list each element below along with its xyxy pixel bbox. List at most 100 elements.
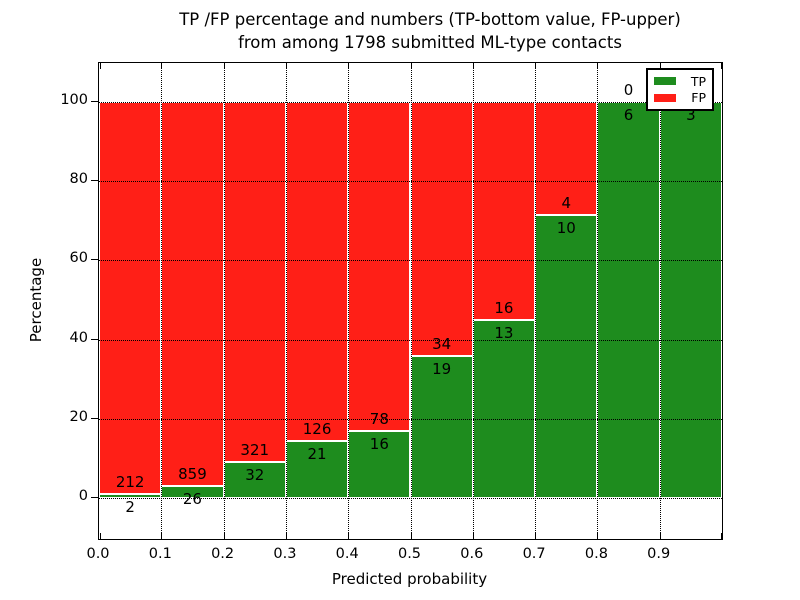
x-tick-mark (472, 533, 474, 539)
tp-bar-segment (348, 430, 411, 498)
fp-color-swatch (654, 93, 676, 102)
vertical-gridline (161, 63, 163, 539)
x-tick-mark-top (721, 63, 722, 69)
tp-count-label: 6 (623, 106, 634, 124)
horizontal-gridline (99, 181, 722, 183)
x-tick-mark (99, 533, 101, 539)
tp-count-label: 13 (494, 324, 514, 343)
fp-count-label: 16 (494, 299, 514, 318)
tp-bar-segment (223, 462, 286, 498)
x-tick-mark-top (161, 63, 163, 69)
fp-count-label: 78 (369, 409, 389, 428)
horizontal-gridline (99, 418, 722, 420)
tp-bar-segment (535, 215, 598, 498)
y-tick-label: 100 (60, 92, 88, 108)
legend: TP FP (646, 68, 714, 111)
y-tick-label: 20 (69, 408, 88, 425)
fp-bar-segment (161, 102, 224, 487)
fp-bar-segment (410, 102, 473, 357)
x-tick-mark (223, 533, 225, 539)
x-tick-mark-top (223, 63, 225, 69)
tp-bar-segment (99, 494, 162, 498)
y-tick-label: 0 (78, 488, 88, 504)
x-tick-label: 0.5 (397, 546, 422, 562)
tp-bar-segment (472, 320, 536, 498)
x-tick-label: 0.2 (211, 546, 235, 562)
y-tick-mark (91, 101, 98, 102)
y-axis-label: Percentage (27, 257, 45, 343)
vertical-gridline (410, 63, 412, 539)
fp-count-label: 0 (623, 81, 634, 99)
y-tick-mark (91, 259, 98, 261)
x-tick-mark (161, 533, 163, 539)
x-tick-label: 0.4 (335, 546, 359, 562)
x-tick-mark (597, 533, 599, 539)
x-tick-label: 0.6 (460, 546, 484, 562)
x-tick-mark-top (410, 63, 412, 69)
y-tick-label: 40 (69, 329, 88, 346)
x-tick-label: 0.0 (86, 546, 110, 562)
y-tick-mark (91, 180, 98, 182)
x-tick-mark-top (535, 63, 537, 69)
fp-bar-segment (223, 102, 286, 463)
fp-count-label: 34 (432, 335, 452, 354)
fp-bar-segment (472, 102, 536, 321)
y-tick-mark (91, 497, 98, 498)
tp-count-label: 21 (307, 445, 327, 464)
legend-item-tp: TP (654, 74, 706, 89)
tp-count-label: 32 (245, 466, 265, 485)
legend-label-fp: FP (691, 90, 706, 106)
x-tick-mark-top (659, 63, 661, 69)
tp-color-swatch (654, 77, 676, 86)
x-tick-label: 0.1 (148, 546, 172, 562)
vertical-gridline (535, 63, 537, 539)
vertical-gridline (223, 63, 225, 539)
fp-count-label: 321 (240, 441, 270, 460)
tp-count-label: 16 (369, 434, 389, 453)
horizontal-gridline (99, 339, 722, 341)
x-tick-mark-top (597, 63, 599, 69)
x-tick-mark-top (348, 63, 350, 69)
plot-area: 21228592632132126217816341916134100603 (98, 62, 723, 540)
y-tick-mark (91, 417, 98, 419)
chart-title-line2: from among 1798 submitted ML-type contac… (238, 33, 622, 52)
fp-count-label: 212 (115, 473, 145, 492)
x-tick-label: 0.9 (647, 546, 671, 562)
chart-title-line1: TP /FP percentage and numbers (TP-bottom… (179, 10, 681, 29)
horizontal-gridline (99, 260, 722, 262)
legend-label-tp: TP (690, 73, 706, 89)
vertical-gridline (597, 63, 599, 539)
vertical-gridline (472, 63, 474, 539)
x-tick-mark (535, 533, 537, 539)
fp-count-label: 4 (561, 194, 572, 213)
vertical-gridline (348, 63, 350, 539)
fp-bar-segment (99, 102, 162, 495)
x-tick-mark-top (472, 63, 474, 69)
x-tick-mark (285, 533, 287, 539)
x-tick-label: 0.8 (584, 546, 608, 562)
tp-bar-segment (285, 441, 349, 498)
legend-item-fp: FP (654, 90, 706, 105)
x-axis-label: Predicted probability (331, 570, 488, 588)
vertical-gridline (659, 63, 661, 539)
y-tick-mark (91, 338, 98, 340)
tp-count-label: 19 (432, 360, 452, 379)
fp-bar-segment (348, 102, 411, 431)
tp-count-label: 3 (686, 106, 696, 124)
fp-count-label: 859 (178, 465, 207, 484)
horizontal-gridline (99, 102, 722, 103)
vertical-gridline (285, 63, 287, 539)
x-tick-label: 0.3 (273, 546, 297, 562)
x-tick-mark-top (99, 63, 101, 69)
tp-bar-segment (659, 102, 722, 498)
tp-count-label: 10 (556, 219, 576, 238)
fp-bar-segment (285, 102, 349, 442)
fp-count-label: 126 (302, 420, 332, 439)
x-tick-mark (659, 533, 661, 539)
tp-bar-segment (597, 102, 660, 498)
horizontal-gridline (99, 498, 722, 499)
x-tick-mark (410, 533, 412, 539)
tp-count-label: 26 (182, 490, 202, 509)
tp-bar-segment (410, 356, 473, 498)
